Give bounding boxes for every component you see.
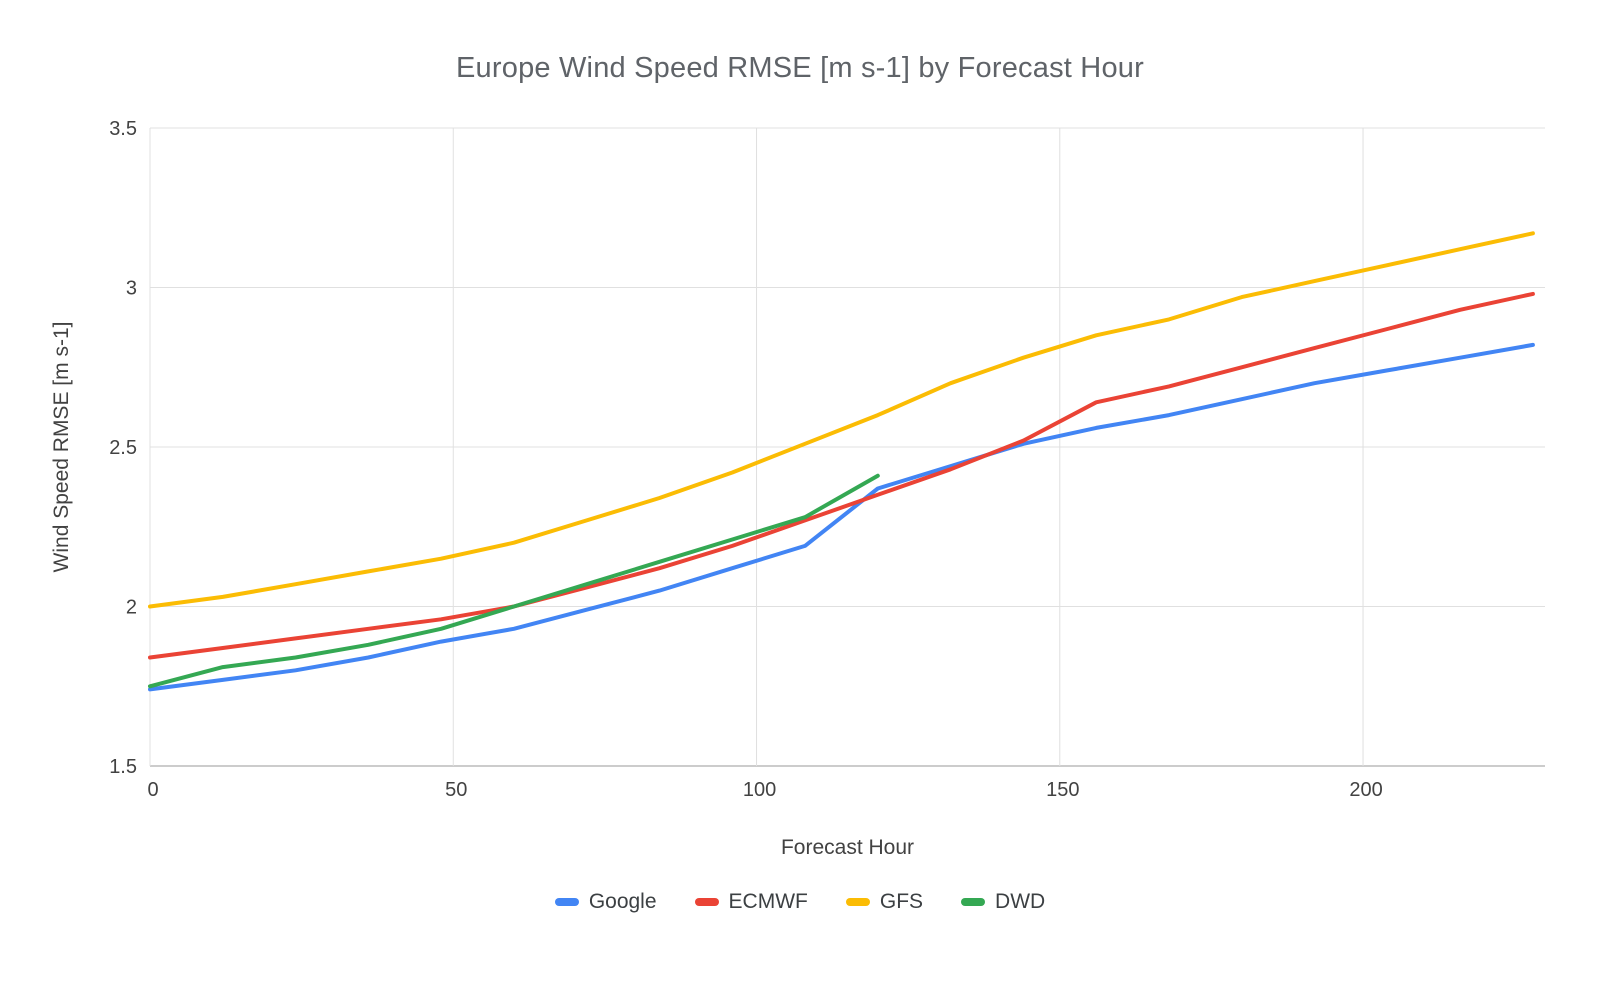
chart-title: Europe Wind Speed RMSE [m s-1] by Foreca…: [456, 52, 1144, 84]
legend: Google ECMWF GFS DWD: [0, 890, 1600, 914]
legend-marker-icon: [961, 898, 986, 906]
legend-item-ecmwf[interactable]: ECMWF: [694, 890, 808, 914]
legend-item-dwd[interactable]: DWD: [961, 890, 1045, 914]
legend-marker-icon: [845, 898, 870, 906]
legend-label: Google: [588, 890, 657, 913]
x-tick-label: 200: [1349, 779, 1382, 801]
legend-label: GFS: [879, 890, 924, 913]
x-tick-label: 50: [445, 779, 467, 801]
series-line-ecmwf: [148, 291, 1535, 660]
y-tick-label: 3.5: [109, 118, 137, 140]
x-tick-label: 150: [1046, 779, 1079, 801]
legend-item-google[interactable]: Google: [554, 890, 657, 914]
series-line-gfs: [148, 231, 1535, 609]
series-line-dwd: [148, 473, 880, 689]
series-line-google: [148, 342, 1535, 692]
legend-marker-icon: [694, 898, 719, 906]
legend-item-gfs[interactable]: GFS: [845, 890, 924, 914]
legend-label: ECMWF: [728, 890, 808, 913]
legend-marker-icon: [554, 898, 579, 906]
legend-label: DWD: [995, 890, 1046, 913]
y-tick-label: 1.5: [109, 756, 137, 778]
x-axis-title: Forecast Hour: [780, 836, 915, 859]
x-tick-label: 100: [743, 779, 776, 801]
y-tick-label: 2.5: [109, 437, 137, 459]
y-tick-label: 2: [126, 597, 137, 619]
y-tick-label: 3: [126, 278, 137, 300]
x-tick-label: 0: [147, 779, 158, 801]
